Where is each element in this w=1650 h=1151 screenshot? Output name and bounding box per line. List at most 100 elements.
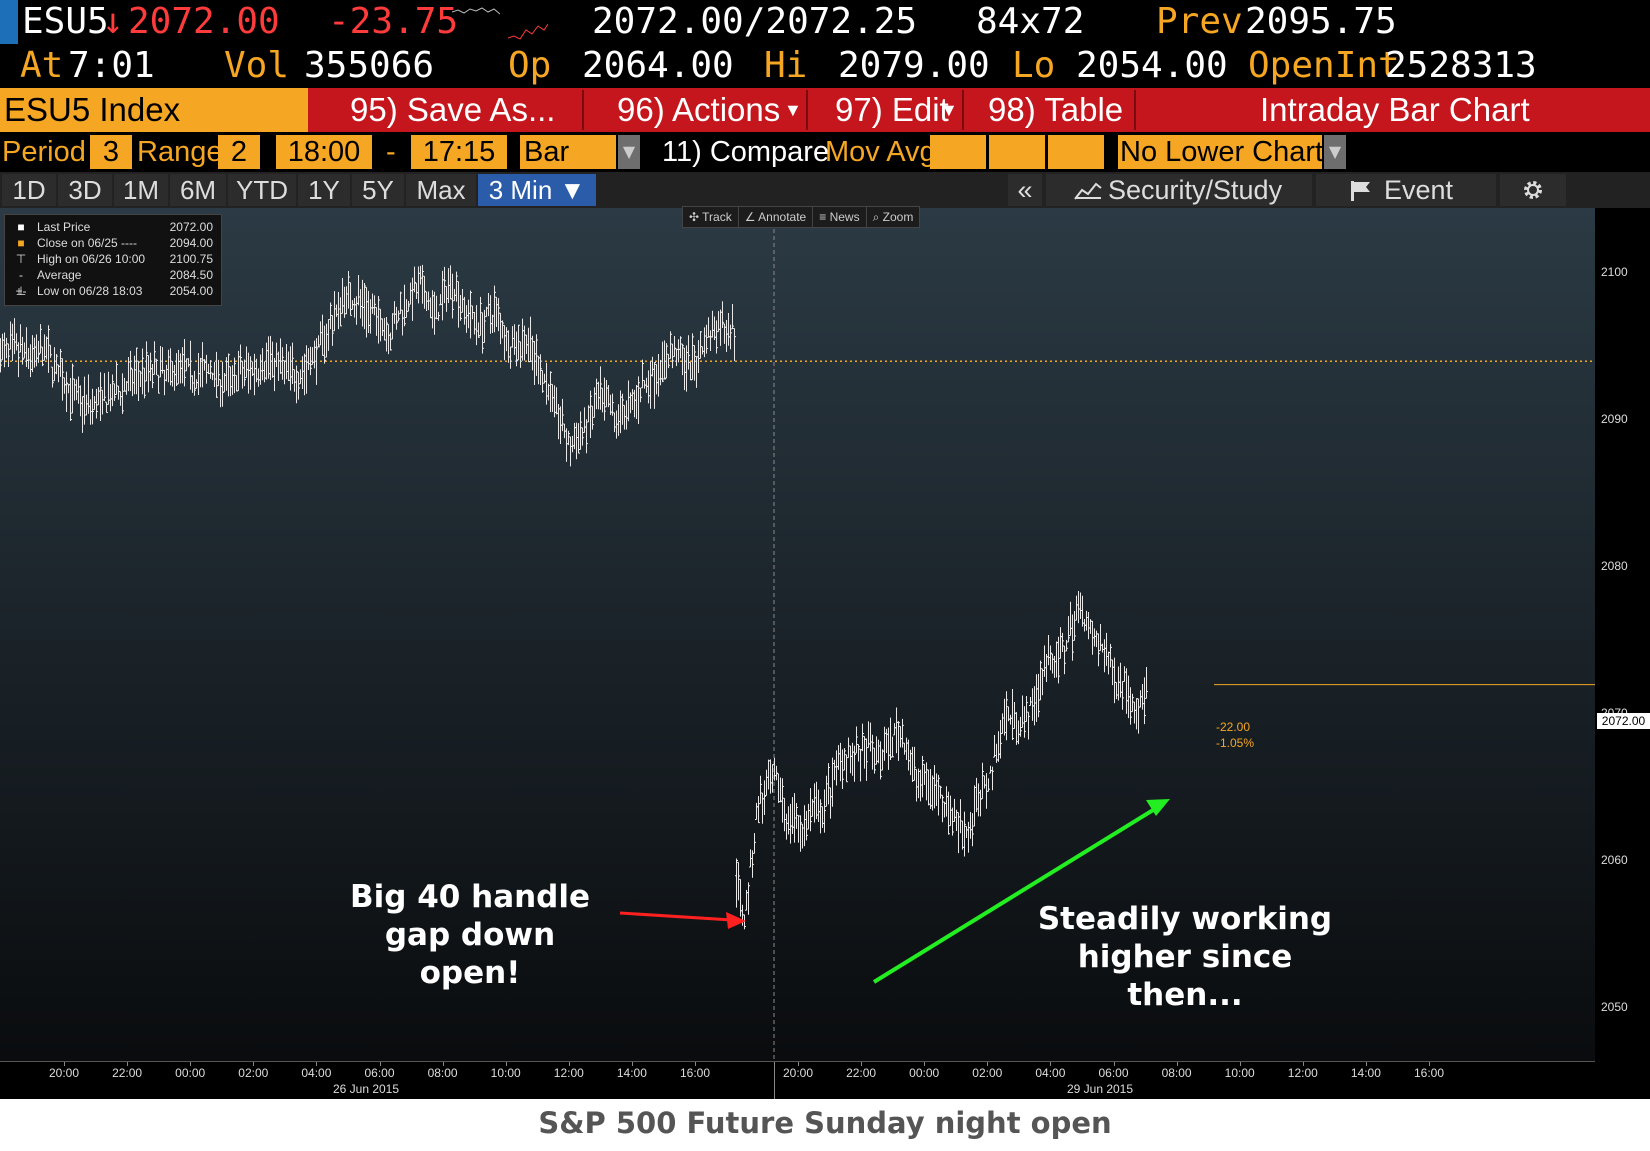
- chart-type-dropdown-icon[interactable]: ▼: [618, 135, 640, 169]
- zoom-tool[interactable]: ⌕ Zoom: [872, 210, 914, 224]
- ticker-flag: [0, 0, 18, 44]
- chart-background: [0, 208, 1595, 1061]
- price-bar: [443, 266, 446, 304]
- gear-icon[interactable]: [1500, 174, 1566, 206]
- x-tick-mark: [1113, 1062, 1115, 1066]
- price-bar: [611, 393, 614, 416]
- price-bar: [193, 370, 196, 396]
- security-study-button[interactable]: Security/Study: [1046, 174, 1312, 206]
- price-bar: [963, 811, 966, 857]
- price-bar: [51, 366, 54, 388]
- price-bar: [7, 343, 10, 368]
- price-bar: [215, 351, 218, 398]
- price-bar: [373, 295, 376, 316]
- x-tick-mark: [924, 1062, 926, 1066]
- track-tool[interactable]: ✣ Track: [683, 207, 739, 227]
- table-button[interactable]: 98) Table: [988, 91, 1124, 128]
- price-bar: [157, 374, 160, 394]
- price-bar: [663, 340, 666, 380]
- ticker-symbol[interactable]: ESU5: [22, 1, 109, 42]
- tab-1m[interactable]: 1M: [114, 174, 168, 206]
- price-bar: [339, 297, 342, 327]
- news-tool[interactable]: ≡ News: [813, 207, 867, 227]
- tab-6m[interactable]: 6M: [170, 174, 226, 206]
- save-as-button[interactable]: 95) Save As...: [350, 91, 556, 128]
- price-bar: [297, 371, 300, 400]
- tab-1d[interactable]: 1D: [2, 174, 56, 206]
- x-tick-label: 14:00: [616, 1066, 647, 1080]
- price-bar: [979, 789, 982, 817]
- security-field[interactable]: ESU5 Index: [0, 88, 308, 132]
- end-time-input[interactable]: 17:15: [411, 135, 507, 169]
- period-input[interactable]: 3: [90, 135, 132, 169]
- range-dash: -: [386, 136, 396, 168]
- collapse-button[interactable]: «: [1008, 174, 1042, 206]
- price-bar: [135, 347, 138, 395]
- mov-avg-label[interactable]: Mov Avg: [825, 136, 936, 168]
- x-tick-label: 08:00: [427, 1066, 458, 1080]
- compare-button[interactable]: 11) Compare: [662, 136, 830, 168]
- price-bar: [669, 331, 672, 360]
- price-bar: [113, 383, 116, 401]
- quote-row-1: ESU5 ↓ 2072.00 -23.75 2072.00/2072.25 84…: [0, 0, 1650, 44]
- price-bar: [233, 357, 236, 394]
- actions-button[interactable]: 96) Actions: [617, 91, 781, 128]
- tab-1y[interactable]: 1Y: [298, 174, 350, 206]
- price-bar: [857, 744, 860, 762]
- price-bar: [653, 362, 656, 409]
- price-bar: [99, 372, 102, 422]
- price-chart[interactable]: [0, 208, 1595, 1061]
- price-bar: [493, 285, 496, 333]
- tab-ytd[interactable]: YTD: [228, 174, 296, 206]
- annotate-tool[interactable]: ∠ Annotate: [739, 207, 814, 227]
- x-tick-label: 02:00: [972, 1066, 1003, 1080]
- x-tick-label: 00:00: [175, 1066, 206, 1080]
- annotation-gap-line-1: Big 40 handle: [349, 879, 591, 915]
- price-bar: [61, 358, 64, 401]
- tab-5y[interactable]: 5Y: [352, 174, 404, 206]
- x-tick-label: 20:00: [48, 1066, 80, 1080]
- price-bar: [385, 316, 388, 352]
- price-bar: [1057, 636, 1060, 684]
- price-bar: [1109, 643, 1112, 668]
- price-bar: [221, 361, 224, 407]
- x-tick-mark: [798, 1062, 799, 1066]
- lower-chart-select[interactable]: No Lower Chart: [1118, 135, 1324, 169]
- price-bar: [951, 807, 954, 836]
- x-tick-mark: [568, 1062, 570, 1066]
- range-input[interactable]: 2: [218, 135, 260, 169]
- x-tick-mark: [1050, 1062, 1052, 1066]
- x-date-label: 26 Jun 2015: [332, 1082, 400, 1096]
- tab-3d[interactable]: 3D: [58, 174, 112, 206]
- price-bar: [317, 335, 320, 348]
- price-bar: [1143, 677, 1146, 725]
- x-tick-label: 16:00: [679, 1066, 711, 1080]
- event-button[interactable]: Event: [1316, 174, 1496, 206]
- x-tick-label: 12:00: [1287, 1066, 1318, 1080]
- edit-button[interactable]: 97) Edit: [835, 91, 949, 128]
- tab-max[interactable]: Max: [406, 174, 476, 206]
- bid-ask-size: 84x72: [976, 1, 1085, 42]
- divider: [806, 90, 808, 130]
- actions-dropdown-icon: ▼: [784, 100, 802, 120]
- mov-avg-input-2[interactable]: [989, 135, 1045, 169]
- chart-type-select[interactable]: Bar: [520, 135, 616, 169]
- legend-low: ⊥ Low on 06/28 18:03 2054.00: [15, 284, 213, 298]
- price-bar: [637, 376, 640, 425]
- x-tick-label: 02:00: [238, 1066, 269, 1080]
- price-bar: [873, 747, 876, 774]
- price-bar: [115, 362, 118, 395]
- mov-avg-input-3[interactable]: [1048, 135, 1104, 169]
- start-time-input[interactable]: 18:00: [276, 135, 372, 169]
- price-bar: [151, 364, 154, 389]
- price-bar: [309, 346, 312, 376]
- tab-3-min[interactable]: 3 Min ▼: [478, 174, 596, 206]
- price-bar: [921, 755, 924, 798]
- mov-avg-input-1[interactable]: [930, 135, 986, 169]
- change-points: -22.00: [1216, 720, 1251, 734]
- price-bar: [363, 282, 366, 330]
- divider: [582, 90, 584, 130]
- lower-chart-dropdown-icon[interactable]: ▼: [1324, 135, 1346, 169]
- price-bar: [693, 344, 696, 381]
- price-bar: [349, 282, 352, 316]
